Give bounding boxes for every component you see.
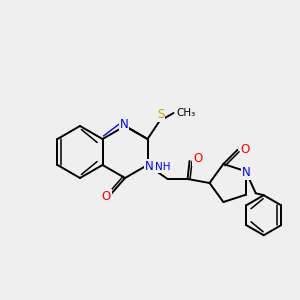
Text: O: O: [241, 143, 250, 157]
Text: N: N: [145, 160, 154, 172]
Text: O: O: [101, 190, 111, 202]
Text: N: N: [120, 118, 128, 131]
Text: NH: NH: [155, 162, 170, 172]
Text: O: O: [193, 152, 202, 166]
Text: S: S: [157, 109, 164, 122]
Text: N: N: [242, 166, 251, 179]
Text: CH₃: CH₃: [176, 108, 195, 118]
